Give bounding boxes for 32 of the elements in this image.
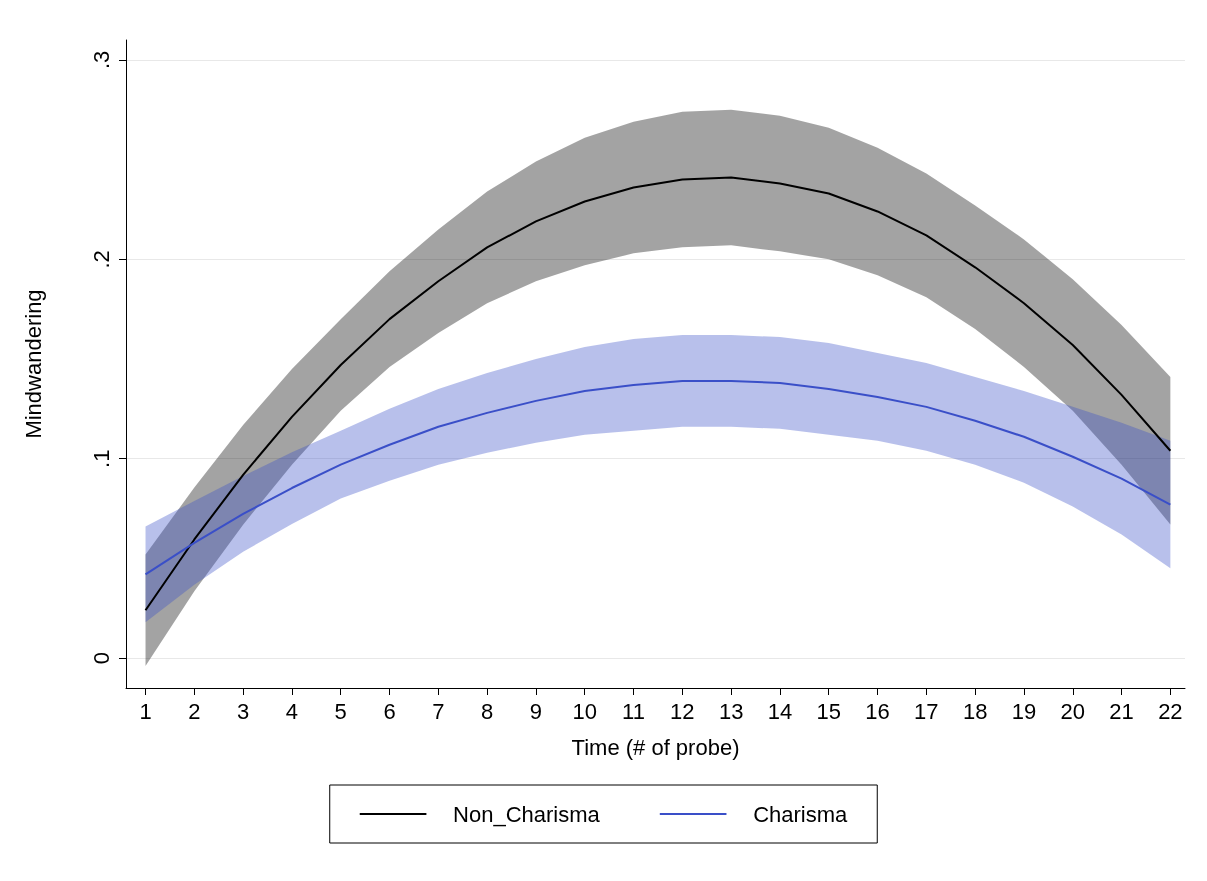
x-tick-label: 18 <box>962 698 988 724</box>
y-tick-label: .3 <box>88 50 114 70</box>
x-tick-label: 20 <box>1060 698 1085 724</box>
y-tick-label: .1 <box>88 449 114 468</box>
x-tick-label: 3 <box>237 698 250 724</box>
x-tick-label: 2 <box>188 698 201 724</box>
x-tick-label: 15 <box>816 698 841 724</box>
x-tick-label: 21 <box>1109 698 1134 724</box>
legend-label: Charisma <box>753 801 849 827</box>
x-tick-label: 1 <box>139 698 152 724</box>
legend-label: Non_Charisma <box>453 801 601 827</box>
x-tick-label: 12 <box>670 698 695 724</box>
x-tick-label: 10 <box>572 698 597 724</box>
x-tick-label: 7 <box>432 698 445 724</box>
line-series <box>144 176 1172 612</box>
line-series <box>144 379 1172 576</box>
x-tick-label: 4 <box>285 698 299 724</box>
x-tick-label: 11 <box>622 698 645 724</box>
x-tick-label: 16 <box>865 698 890 724</box>
x-tick-label: 5 <box>334 698 347 724</box>
x-tick-label: 22 <box>1158 698 1183 724</box>
x-tick-label: 17 <box>914 698 939 724</box>
x-tick-label: 14 <box>767 698 793 724</box>
x-tick-label: 19 <box>1011 698 1037 724</box>
x-tick-label: 6 <box>383 698 396 724</box>
y-axis-title: Mindwandering <box>20 289 46 439</box>
x-tick-label: 9 <box>529 698 543 724</box>
y-tick-label: .2 <box>88 250 114 269</box>
x-axis-title: Time (# of probe) <box>571 734 740 760</box>
y-tick-label: 0 <box>88 651 114 665</box>
x-tick-label: 8 <box>481 698 494 724</box>
x-tick-label: 13 <box>718 698 744 724</box>
